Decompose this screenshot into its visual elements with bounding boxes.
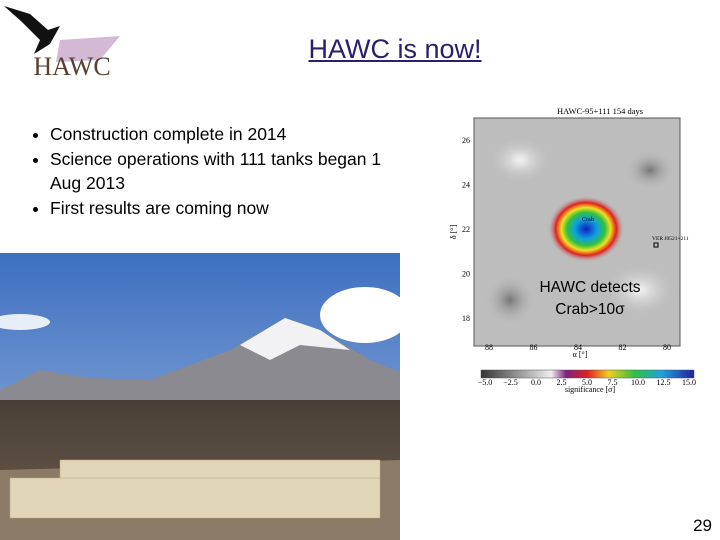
caption-line: HAWC detects xyxy=(539,279,641,296)
tick-label: 12.5 xyxy=(657,378,671,387)
tick-label: 24 xyxy=(462,181,470,190)
source-label: Crab xyxy=(582,217,594,223)
tick-label: 82 xyxy=(619,343,627,352)
tick-label: 18 xyxy=(462,314,470,323)
bullet: First results are coming now xyxy=(50,196,390,221)
y-axis-label: δ [°] xyxy=(449,225,458,240)
tick-label: 10.0 xyxy=(631,378,645,387)
bullet-list: Construction complete in 2014 Science op… xyxy=(14,122,390,220)
tick-label: 15.0 xyxy=(682,378,696,387)
photo xyxy=(0,253,410,540)
tick-label: 80 xyxy=(663,343,671,352)
tick-label: 86 xyxy=(530,343,538,352)
logo: HAWC xyxy=(4,6,120,81)
tick-label: 88 xyxy=(485,343,493,352)
tick-label: 84 xyxy=(574,343,582,352)
tick-label: −2.5 xyxy=(503,378,518,387)
skymap-title: HAWC-95+111 154 days xyxy=(557,106,643,116)
colorbar-label: significance [σ] xyxy=(565,385,616,394)
page-number: 29 xyxy=(693,516,712,535)
bullet: Science operations with 111 tanks began … xyxy=(50,147,390,196)
tick-label: 5.0 xyxy=(582,378,592,387)
logo-text: HAWC xyxy=(33,52,110,81)
skymap: HAWC-95+111 154 days δ [°] α [°] Crab VE… xyxy=(449,106,696,394)
slide-title: HAWC is now! xyxy=(308,34,482,64)
caption-line: Crab>10σ xyxy=(555,301,625,318)
tick-label: 26 xyxy=(462,136,470,145)
tick-label: 2.5 xyxy=(557,378,567,387)
bullet: Construction complete in 2014 xyxy=(50,122,390,147)
tick-label: 7.5 xyxy=(608,378,618,387)
tick-label: 0.0 xyxy=(531,378,541,387)
tick-label: 20 xyxy=(462,270,470,279)
x-axis-label: α [°] xyxy=(573,350,588,359)
source-label: VER J0521+211 xyxy=(652,236,689,242)
caption: HAWC detects Crab>10σ xyxy=(520,277,660,321)
tick-label: 22 xyxy=(462,225,470,234)
tick-label: −5.0 xyxy=(478,378,493,387)
